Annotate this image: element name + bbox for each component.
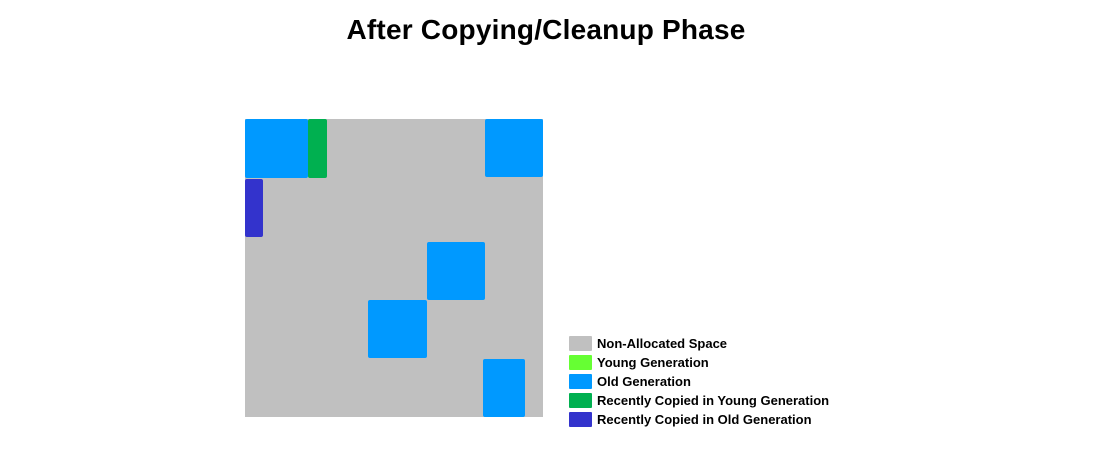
old-generation-region [427, 242, 485, 300]
legend-label: Young Generation [597, 355, 709, 370]
legend-item-non-allocated: Non-Allocated Space [569, 334, 829, 353]
swatch-copied-old [569, 412, 592, 427]
old-generation-region [245, 119, 308, 178]
swatch-copied-young [569, 393, 592, 408]
legend-label: Recently Copied in Young Generation [597, 393, 830, 408]
swatch-old-generation [569, 374, 592, 389]
legend: Non-Allocated Space Young Generation Old… [569, 334, 829, 429]
old-generation-region [368, 300, 427, 358]
legend-label: Recently Copied in Old Generation [597, 412, 812, 427]
swatch-young-generation [569, 355, 592, 370]
legend-item-young-generation: Young Generation [569, 353, 829, 372]
old-generation-region [485, 119, 543, 177]
recently-copied-old-region [245, 179, 263, 237]
legend-item-copied-young: Recently Copied in Young Generation [569, 391, 829, 410]
swatch-non-allocated [569, 336, 592, 351]
old-generation-region [483, 359, 525, 417]
recently-copied-young-region [308, 119, 327, 178]
legend-item-old-generation: Old Generation [569, 372, 829, 391]
legend-label: Non-Allocated Space [597, 336, 728, 351]
heap-region-grid [245, 119, 543, 417]
legend-label: Old Generation [597, 374, 691, 389]
legend-item-copied-old: Recently Copied in Old Generation [569, 410, 829, 429]
diagram-title: After Copying/Cleanup Phase [346, 14, 746, 45]
